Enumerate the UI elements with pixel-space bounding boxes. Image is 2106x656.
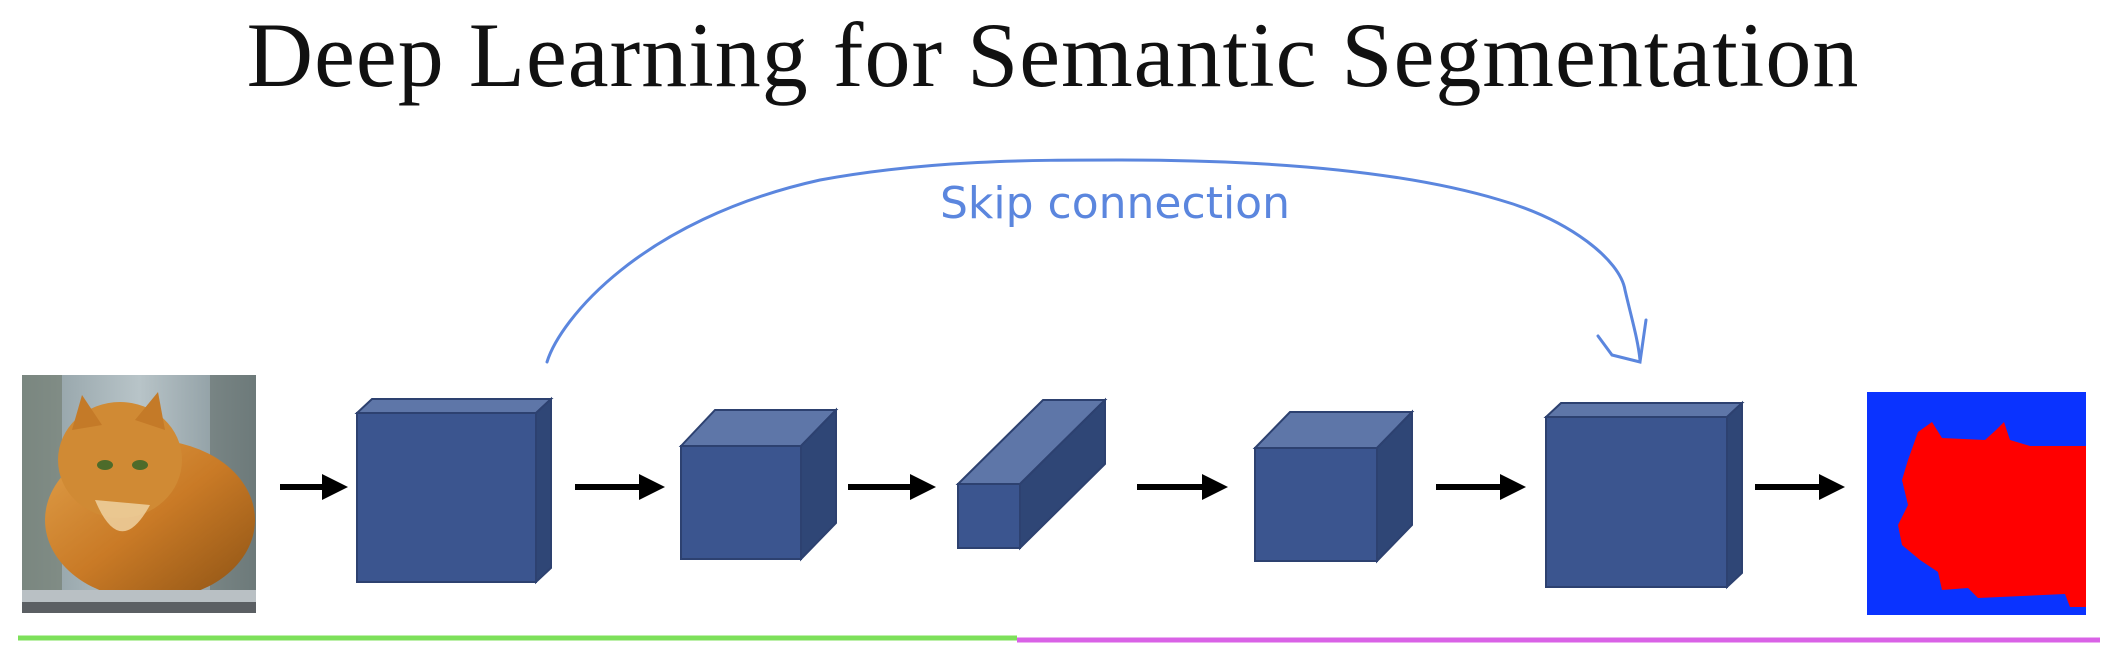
right-arrow-icon — [1137, 474, 1228, 500]
decoder-block-2 — [1546, 403, 1742, 587]
cat-photo — [22, 375, 256, 613]
skip-connection-label: Skip connection — [940, 178, 1290, 229]
right-arrow-icon — [575, 474, 665, 500]
segmentation-mask-icon — [1867, 392, 2086, 615]
right-arrow-icon — [1755, 474, 1845, 500]
right-arrow-icon — [848, 474, 936, 500]
bottleneck-block — [958, 400, 1105, 548]
decoder-block-1 — [1255, 412, 1412, 561]
encoder-block-2 — [681, 410, 836, 559]
encoder-block-1 — [357, 399, 551, 582]
right-arrow-icon — [280, 474, 348, 500]
right-arrow-icon — [1436, 474, 1526, 500]
